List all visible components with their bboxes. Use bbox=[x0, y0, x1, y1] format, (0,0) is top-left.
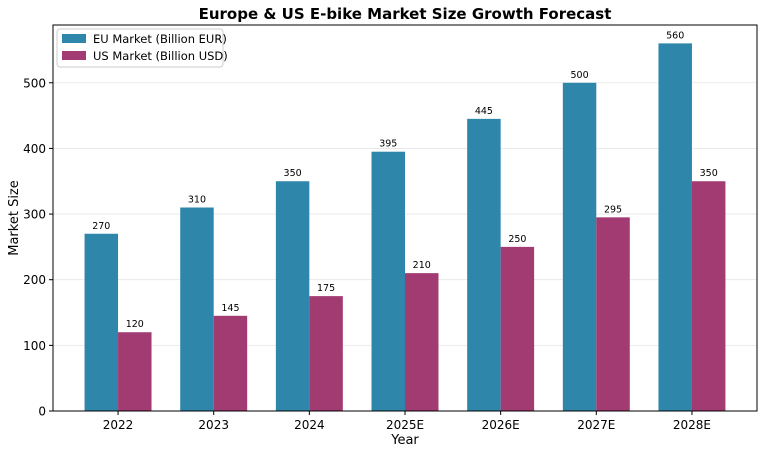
legend-swatch bbox=[62, 34, 86, 43]
bar-us bbox=[500, 246, 535, 411]
x-tick-label: 2025E bbox=[386, 418, 424, 432]
data-label: 500 bbox=[570, 70, 588, 81]
data-label: 350 bbox=[284, 168, 302, 179]
x-tick-label: 2028E bbox=[673, 418, 711, 432]
data-label: 560 bbox=[666, 30, 684, 41]
bar-us bbox=[309, 296, 343, 411]
x-tick-label: 2023 bbox=[198, 418, 229, 432]
y-tick-label: 300 bbox=[23, 208, 46, 222]
bar-us bbox=[596, 217, 630, 411]
x-tick-label: 2026E bbox=[482, 418, 520, 432]
data-label: 210 bbox=[413, 260, 431, 271]
legend-swatch bbox=[62, 51, 86, 60]
bar-us bbox=[405, 273, 439, 411]
y-tick-label: 0 bbox=[38, 405, 46, 419]
data-label: 350 bbox=[700, 168, 718, 179]
bar-eu bbox=[275, 181, 310, 411]
bar-eu bbox=[371, 151, 405, 412]
data-label: 270 bbox=[92, 221, 110, 232]
y-tick-label: 100 bbox=[23, 339, 46, 353]
data-label: 395 bbox=[379, 139, 397, 150]
data-label: 295 bbox=[604, 204, 622, 215]
legend-label: US Market (Billion USD) bbox=[93, 49, 228, 63]
bar-us bbox=[118, 332, 152, 411]
legend-box bbox=[56, 28, 224, 68]
x-axis-label: Year bbox=[390, 433, 419, 448]
plot-frame bbox=[52, 24, 758, 412]
x-tick-label: 2024 bbox=[294, 418, 325, 432]
data-label: 175 bbox=[317, 283, 335, 294]
bar-eu bbox=[562, 82, 597, 411]
y-tick-label: 400 bbox=[23, 142, 46, 156]
bar-us bbox=[213, 315, 248, 411]
y-tick-label: 200 bbox=[23, 273, 46, 287]
bar-us bbox=[691, 181, 726, 411]
bar-eu bbox=[84, 233, 119, 411]
data-label: 120 bbox=[126, 319, 144, 330]
chart-title: Europe & US E-bike Market Size Growth Fo… bbox=[199, 5, 612, 23]
bar-eu bbox=[180, 207, 214, 411]
bar-eu bbox=[467, 118, 501, 412]
bar-eu bbox=[658, 43, 692, 411]
x-tick-label: 2027E bbox=[577, 418, 615, 432]
data-label: 310 bbox=[188, 194, 206, 205]
y-axis-label: Market Size bbox=[7, 180, 22, 256]
data-label: 445 bbox=[475, 106, 493, 117]
data-label: 145 bbox=[221, 303, 239, 314]
data-label: 250 bbox=[508, 234, 526, 245]
legend-label: EU Market (Billion EUR) bbox=[93, 32, 227, 46]
x-tick-label: 2022 bbox=[103, 418, 134, 432]
y-tick-label: 500 bbox=[23, 76, 46, 90]
